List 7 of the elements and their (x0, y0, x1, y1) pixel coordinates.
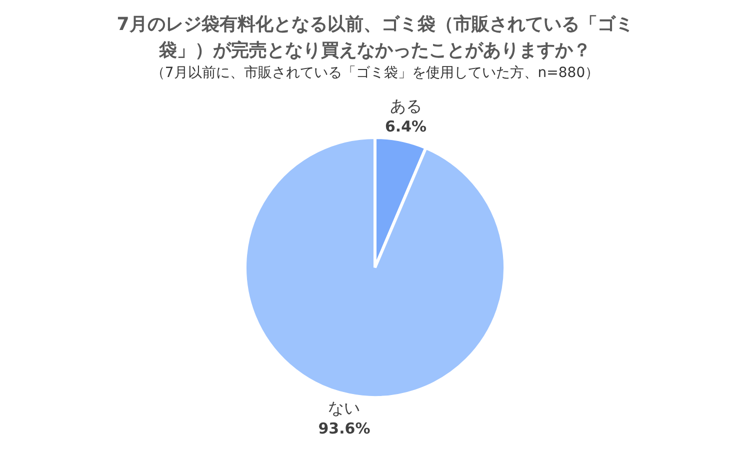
chart-subtitle: （7月以前に、市販されている「ゴミ袋」を使用していた方、n=880） (150, 65, 600, 81)
slice-label: ある (390, 96, 422, 116)
chart-title: 7月のレジ袋有料化となる以前、ゴミ袋（市販されている「ゴミ袋」）が完売となり買えなかったことがありますか？ (116, 14, 634, 61)
data-label: 6.4% (384, 118, 427, 136)
data-label: 93.6% (318, 419, 370, 438)
pie-slice (244, 136, 506, 399)
slice-label: ない (328, 398, 360, 418)
